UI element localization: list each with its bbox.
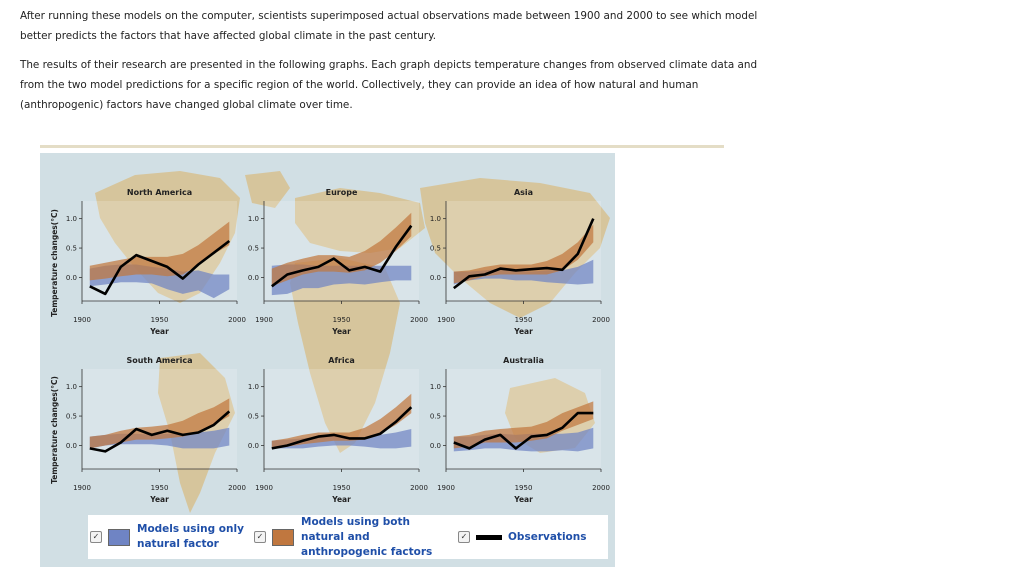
- legend-natural-checkbox[interactable]: ✓: [90, 531, 102, 543]
- observations-line-africa: [271, 406, 413, 450]
- x-tick-label-australia: 2000: [592, 484, 610, 492]
- north-america-landmass: [95, 171, 240, 303]
- legend-combined-label: Models using both natural and anthropoge…: [301, 515, 433, 558]
- panel-south-america: South America 0.0 0.5 1.0 1900 1950 2000 Year: [66, 356, 246, 504]
- greenland-landmass: [245, 171, 290, 208]
- y-tick-label-south-america: 0.0: [66, 442, 77, 450]
- observations-line-north-america: [89, 239, 231, 296]
- combined-band-north-america: [89, 221, 230, 281]
- panel-title-north-america: North America: [127, 188, 192, 197]
- y-tick-label-europe: 0.5: [248, 245, 259, 253]
- panel-title-south-america: South America: [126, 356, 192, 365]
- x-axis-label-north-america: Year: [149, 327, 169, 336]
- y-tick-label-asia: 1.0: [430, 215, 441, 223]
- x-tick-label-north-america: 2000: [228, 316, 246, 324]
- x-tick-label-north-america: 1950: [151, 316, 169, 324]
- x-axis-label-africa: Year: [331, 495, 351, 504]
- y-axis-label-bottom: Temperature changes(°C): [50, 376, 59, 484]
- y-tick-label-australia: 0.0: [430, 442, 441, 450]
- y-tick-label-north-america: 0.5: [66, 245, 77, 253]
- combined-band-europe: [271, 212, 412, 287]
- x-tick-label-north-america: 1900: [73, 316, 91, 324]
- panel-asia: Asia 0.0 0.5 1.0 1900 1950 2000 Year: [430, 188, 610, 336]
- legend-item-natural: ✓ Models using only natural factor: [90, 515, 245, 559]
- x-tick-label-africa: 1950: [333, 484, 351, 492]
- observations-line-europe: [271, 224, 413, 288]
- y-tick-label-south-america: 1.0: [66, 383, 77, 391]
- legend-natural-label: Models using only natural factor: [137, 523, 244, 550]
- panel-africa: Africa 0.0 0.5 1.0 1900 1950 2000 Year: [248, 356, 428, 504]
- intro-paragraph-1: After running these models on the comput…: [20, 10, 758, 42]
- x-tick-label-europe: 1900: [255, 316, 273, 324]
- x-tick-label-south-america: 1900: [73, 484, 91, 492]
- x-tick-label-south-america: 2000: [228, 484, 246, 492]
- legend-combined-swatch: [272, 528, 294, 546]
- x-axis-label-europe: Year: [331, 327, 351, 336]
- panel-title-europe: Europe: [326, 188, 358, 197]
- x-tick-label-asia: 1950: [515, 316, 533, 324]
- y-tick-label-north-america: 1.0: [66, 215, 77, 223]
- legend-natural-swatch: [108, 528, 130, 546]
- x-axis-label-australia: Year: [513, 495, 533, 504]
- y-tick-label-north-america: 0.0: [66, 274, 77, 282]
- x-tick-label-europe: 2000: [410, 316, 428, 324]
- x-tick-label-africa: 2000: [410, 484, 428, 492]
- observations-line-australia: [453, 411, 594, 450]
- y-axis-label-top: Temperature changes(°C): [50, 209, 59, 317]
- y-tick-label-africa: 0.5: [248, 413, 259, 421]
- x-tick-label-australia: 1900: [437, 484, 455, 492]
- legend-observations-label: Observations: [508, 530, 587, 543]
- y-tick-label-europe: 1.0: [248, 215, 259, 223]
- legend-observations-swatch: [476, 534, 502, 540]
- observations-line-asia: [453, 218, 595, 290]
- y-tick-label-australia: 1.0: [430, 383, 441, 391]
- y-tick-label-europe: 0.0: [248, 274, 259, 282]
- chart-legend: ✓ Models using only natural factor ✓ Mod…: [88, 515, 608, 559]
- panel-title-africa: Africa: [328, 356, 355, 365]
- intro-paragraph-2: The results of their research are presen…: [20, 59, 758, 111]
- combined-band-south-america: [89, 398, 230, 449]
- y-tick-label-asia: 0.0: [430, 274, 441, 282]
- panel-title-australia: Australia: [503, 356, 544, 365]
- x-tick-label-south-america: 1950: [151, 484, 169, 492]
- legend-item-observations: ✓ Observations: [458, 515, 586, 559]
- y-tick-label-asia: 0.5: [430, 245, 441, 253]
- x-axis-label-south-america: Year: [149, 495, 169, 504]
- africa-landmass: [290, 258, 400, 453]
- x-tick-label-asia: 1900: [437, 316, 455, 324]
- climate-model-figure: North America 0.0 0.5 1.0 1900 1950 2000 Year Eu…: [40, 153, 615, 567]
- observations-line-south-america: [89, 410, 231, 453]
- panel-north-america: North America 0.0 0.5 1.0 1900 1950 2000 Year: [66, 188, 246, 336]
- x-tick-label-africa: 1900: [255, 484, 273, 492]
- combined-band-australia: [453, 401, 594, 449]
- y-tick-label-africa: 1.0: [248, 383, 259, 391]
- x-axis-label-asia: Year: [513, 327, 533, 336]
- x-tick-label-australia: 1950: [515, 484, 533, 492]
- legend-item-combined: ✓ Models using both natural and anthropo…: [254, 515, 453, 559]
- y-tick-label-south-america: 0.5: [66, 413, 77, 421]
- x-tick-label-asia: 2000: [592, 316, 610, 324]
- legend-observations-checkbox[interactable]: ✓: [458, 531, 470, 543]
- y-tick-label-australia: 0.5: [430, 413, 441, 421]
- x-tick-label-europe: 1950: [333, 316, 351, 324]
- section-divider: [40, 145, 724, 148]
- panel-title-asia: Asia: [514, 188, 533, 197]
- panel-europe: Europe 0.0 0.5 1.0 1900 1950 2000 Year: [248, 188, 428, 336]
- legend-combined-checkbox[interactable]: ✓: [254, 531, 266, 543]
- y-tick-label-africa: 0.0: [248, 442, 259, 450]
- panel-australia: Australia 0.0 0.5 1.0 1900 1950 2000 Year: [430, 356, 610, 504]
